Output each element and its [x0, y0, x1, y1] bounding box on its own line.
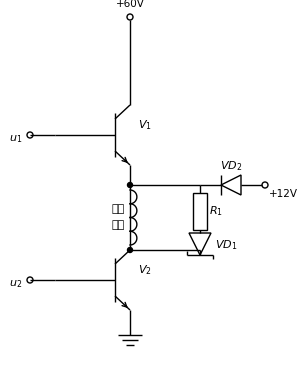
Circle shape — [127, 183, 133, 188]
Text: $u_2$: $u_2$ — [9, 278, 22, 290]
Text: $R_1$: $R_1$ — [209, 205, 223, 218]
Text: $VD_1$: $VD_1$ — [215, 239, 237, 252]
Text: $u_1$: $u_1$ — [9, 133, 22, 145]
Bar — [193, 193, 207, 230]
Text: 线圈: 线圈 — [112, 220, 125, 230]
Text: $V_2$: $V_2$ — [138, 263, 152, 277]
Text: 负载: 负载 — [112, 204, 125, 215]
Circle shape — [127, 248, 133, 252]
Text: $V_1$: $V_1$ — [138, 118, 152, 132]
Text: +12V: +12V — [269, 189, 298, 199]
Text: +60V: +60V — [115, 0, 144, 9]
Text: $VD_2$: $VD_2$ — [220, 159, 242, 173]
